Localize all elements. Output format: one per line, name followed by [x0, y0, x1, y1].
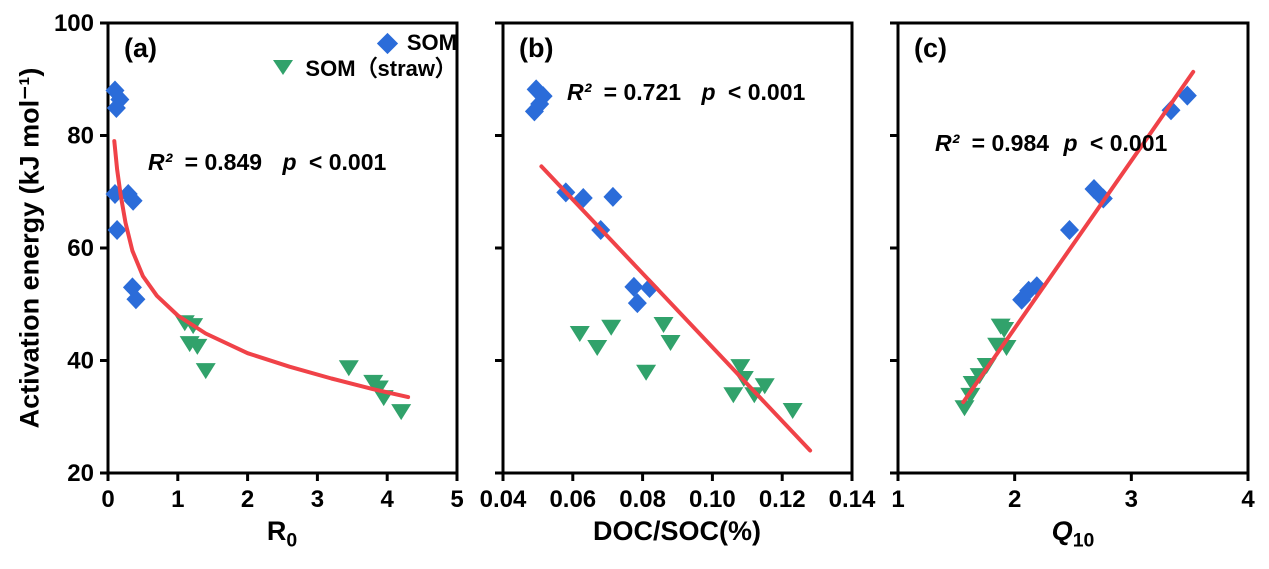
- data-point-som-straw: [391, 404, 412, 421]
- panel-label-a: (a): [124, 33, 157, 63]
- r2-value: = 0.849: [184, 149, 263, 175]
- x-tick-label: 0.12: [759, 486, 806, 513]
- x-tick-label: 4: [1241, 486, 1255, 513]
- data-point-som: [1060, 220, 1079, 240]
- data-point-som-straw: [744, 387, 765, 404]
- data-point-som-straw: [587, 340, 608, 356]
- x-tick-label: 4: [381, 486, 395, 513]
- x-axis-title-c-sub: 10: [1072, 529, 1095, 552]
- data-point-som: [524, 101, 544, 122]
- data-point-som-straw: [954, 400, 975, 417]
- y-tick-label: 60: [67, 235, 94, 262]
- x-tick-label: 0.04: [480, 486, 527, 513]
- fit-curve: [112, 139, 411, 400]
- data-point-som-straw: [754, 378, 775, 395]
- r2-label: R²: [935, 130, 960, 156]
- x-axis-title-b-main: DOC/SOC(%): [593, 516, 761, 546]
- data-point-som-straw: [569, 325, 590, 342]
- p-value: < 0.001: [727, 79, 806, 105]
- x-axis-title-c: Q10: [1052, 516, 1095, 552]
- x-axis-title-c-main: Q: [1051, 516, 1073, 546]
- data-point-som-straw: [960, 387, 981, 404]
- data-point-som: [107, 220, 127, 240]
- fit-line: [961, 69, 1196, 405]
- r2-value: = 0.984: [971, 130, 1050, 156]
- x-tick-label: 1: [171, 486, 184, 513]
- y-axis-title: Activation energy (kJ mol⁻¹): [14, 67, 45, 429]
- data-point-som-straw: [994, 322, 1015, 338]
- data-point-som: [1161, 100, 1181, 121]
- plot-frame: [106, 21, 459, 475]
- data-point-som: [627, 293, 647, 314]
- y-tick-label: 20: [67, 460, 94, 487]
- x-tick-label: 3: [311, 486, 324, 513]
- x-tick-label: 0.08: [619, 486, 666, 513]
- data-point-som-straw: [338, 360, 359, 377]
- x-tick-label: 2: [241, 486, 254, 513]
- y-tick-label: 80: [67, 123, 94, 150]
- data-point-som-straw: [723, 387, 744, 404]
- legend-label-som: SOM: [406, 30, 457, 55]
- x-axis-title-a-main: R: [266, 516, 287, 546]
- y-tick-label: 100: [54, 10, 94, 37]
- data-point-som-straw: [601, 319, 622, 336]
- stats-annotation-a: R² = 0.849 p < 0.001: [148, 149, 386, 176]
- x-tick-label: 2: [1008, 486, 1021, 513]
- data-point-som-straw: [730, 359, 751, 376]
- panel-a: 0 1 2 3 4 5 20 40 60 80 100: [54, 10, 464, 513]
- data-point-som: [603, 186, 623, 207]
- x-axis-title-a: R0: [267, 516, 297, 552]
- panel-c: 1 2 3 4: [890, 21, 1255, 513]
- stats-annotation-c: R² = 0.984 p < 0.001: [935, 130, 1167, 157]
- som-straw-triangle-icon: [273, 59, 294, 75]
- p-value: < 0.001: [1089, 130, 1168, 156]
- p-label: p: [701, 79, 716, 105]
- plot-frame: [501, 21, 854, 475]
- p-value: < 0.001: [308, 149, 387, 175]
- data-point-som: [123, 190, 143, 211]
- x-axis-title-a-sub: 0: [286, 529, 298, 552]
- legend-item-som: SOM: [273, 30, 457, 55]
- data-point-som: [126, 289, 146, 310]
- x-tick-label: 3: [1125, 486, 1138, 513]
- r2-value: = 0.721: [603, 79, 682, 105]
- p-label: p: [1063, 130, 1078, 156]
- fit-line: [539, 164, 813, 453]
- x-tick-label: 0.06: [549, 486, 596, 513]
- x-tick-label: 1: [891, 486, 904, 513]
- stats-annotation-b: R² = 0.721 p < 0.001: [567, 79, 805, 106]
- data-point-som-straw: [195, 363, 216, 380]
- panel-label-c: (c): [914, 33, 947, 63]
- r2-label: R²: [567, 79, 592, 105]
- data-point-som-straw: [187, 338, 208, 355]
- data-point-som-straw: [653, 316, 674, 333]
- panel-b: 0.04 0.06 0.08 0.10 0.12 0.14: [480, 21, 876, 513]
- x-tick-label: 0.14: [829, 486, 876, 513]
- legend-item-som-straw: SOM（straw）: [273, 55, 457, 81]
- y-tick-label: 40: [67, 348, 94, 375]
- x-tick-label: 5: [450, 486, 463, 513]
- p-label: p: [282, 149, 297, 175]
- legend: SOM SOM（straw）: [273, 30, 457, 81]
- x-tick-label: 0.10: [689, 486, 736, 513]
- panel-label-b: (b): [519, 33, 554, 63]
- data-point-som: [624, 276, 644, 297]
- data-point-som-straw: [782, 403, 803, 419]
- plot-frame: [896, 21, 1250, 475]
- legend-label-som-straw: SOM（straw）: [305, 56, 457, 81]
- r2-label: R²: [148, 149, 173, 175]
- x-axis-title-b: DOC/SOC(%): [593, 516, 761, 547]
- data-point-som: [106, 97, 126, 118]
- x-tick-label: 0: [101, 486, 114, 513]
- data-point-som-straw: [636, 364, 657, 381]
- data-point-som-straw: [660, 334, 681, 351]
